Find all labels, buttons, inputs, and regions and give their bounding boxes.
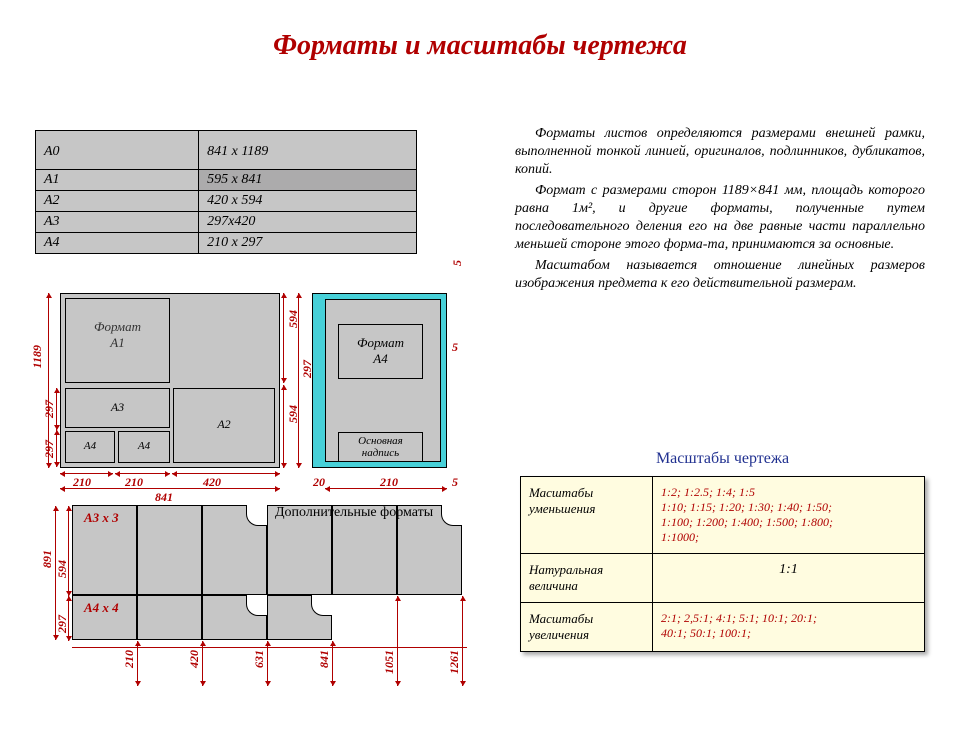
fmt-name: A1 [36,170,199,190]
dim-5: 5 [452,340,458,355]
dim-297: 297 [42,400,57,418]
scales-title: Масштабы чертежа [520,450,925,468]
a4x4-label: A4 x 4 [84,600,119,616]
a4-frame-diagram: ФорматA4 Основнаянадпись [312,293,447,468]
para: Масштабом называется отношение линейных … [515,257,925,293]
page-title: Форматы и масштабы чертежа [0,30,960,62]
dim-20: 20 [313,475,325,490]
dim-line [60,473,113,474]
dim-line [68,596,69,641]
a3x3-label: A3 x 3 [84,510,119,526]
para: Форматы листов определяются размерами вн… [515,125,925,179]
dim-line [56,388,57,430]
dim-line [298,293,299,468]
dim-1051: 1051 [382,650,397,674]
format-subdivision-diagram: ФорматA1 A3 A4 A4 A2 [60,293,280,468]
scale-values: 1:2; 1:2.5; 1:4; 1:5 1:10; 1:15; 1:20; 1… [653,477,924,553]
dim-841: 841 [155,490,173,505]
dim-297: 297 [300,360,315,378]
dim-line [68,506,69,596]
description-text: Форматы листов определяются размерами вн… [515,125,925,296]
a4-inner: ФорматA4 [338,324,423,379]
scales-section: Масштабы чертежа Масштабы уменьшения 1:2… [520,450,925,652]
scale-label: Натуральная величина [521,554,653,602]
scale-values: 2:1; 2,5:1; 4:1; 5:1; 10:1; 20:1; 40:1; … [653,603,924,651]
dim-line [397,596,398,686]
formats-table: A0841 x 1189 A1595 x 841 A2420 x 594 A32… [35,130,417,254]
dim-420: 420 [187,650,202,668]
fold-icon [246,505,267,526]
dim-line [115,473,170,474]
title-block: Основнаянадпись [338,432,423,462]
dim-891: 891 [40,550,55,568]
dim-1189: 1189 [30,345,45,368]
fmt-name: A0 [36,131,199,169]
dim-line [325,488,447,489]
dim-line [462,596,463,686]
fold-icon [311,595,332,616]
dim-297: 297 [42,440,57,458]
dim-line [60,488,280,489]
fold-icon [441,505,462,526]
dim-line [172,473,280,474]
dim-1261: 1261 [447,650,462,674]
scale-label: Масштабы увеличения [521,603,653,651]
dim-line [56,430,57,467]
dim-841: 841 [317,650,332,668]
a2-block: A2 [173,388,275,463]
a4-block: A4 [65,431,115,463]
fmt-dim: 595 x 841 [199,170,416,190]
a4-block: A4 [118,431,170,463]
scale-values: 1:1 [653,554,924,602]
dim-line [283,385,284,468]
scale-label: Масштабы уменьшения [521,477,653,553]
fmt-name: A3 [36,212,199,232]
dim-631: 631 [252,650,267,668]
dim-5: 5 [450,260,465,266]
dim-line [283,293,284,383]
para: Формат с размерами сторон 1189×841 мм, п… [515,182,925,254]
fmt-dim: 841 x 1189 [199,131,416,169]
dim-210: 210 [122,650,137,668]
fmt-dim: 297x420 [199,212,416,232]
a3-block: A3 [65,388,170,428]
a1-block: ФорматA1 [65,298,170,383]
dim-5: 5 [452,475,458,490]
fmt-dim: 420 x 594 [199,191,416,211]
scales-table: Масштабы уменьшения 1:2; 1:2.5; 1:4; 1:5… [520,476,925,652]
fold-icon [246,595,267,616]
dim-baseline [72,647,467,648]
fmt-name: A2 [36,191,199,211]
additional-formats-title: Дополнительные форматы [275,505,433,521]
fmt-name: A4 [36,233,199,253]
fmt-dim: 210 x 297 [199,233,416,253]
